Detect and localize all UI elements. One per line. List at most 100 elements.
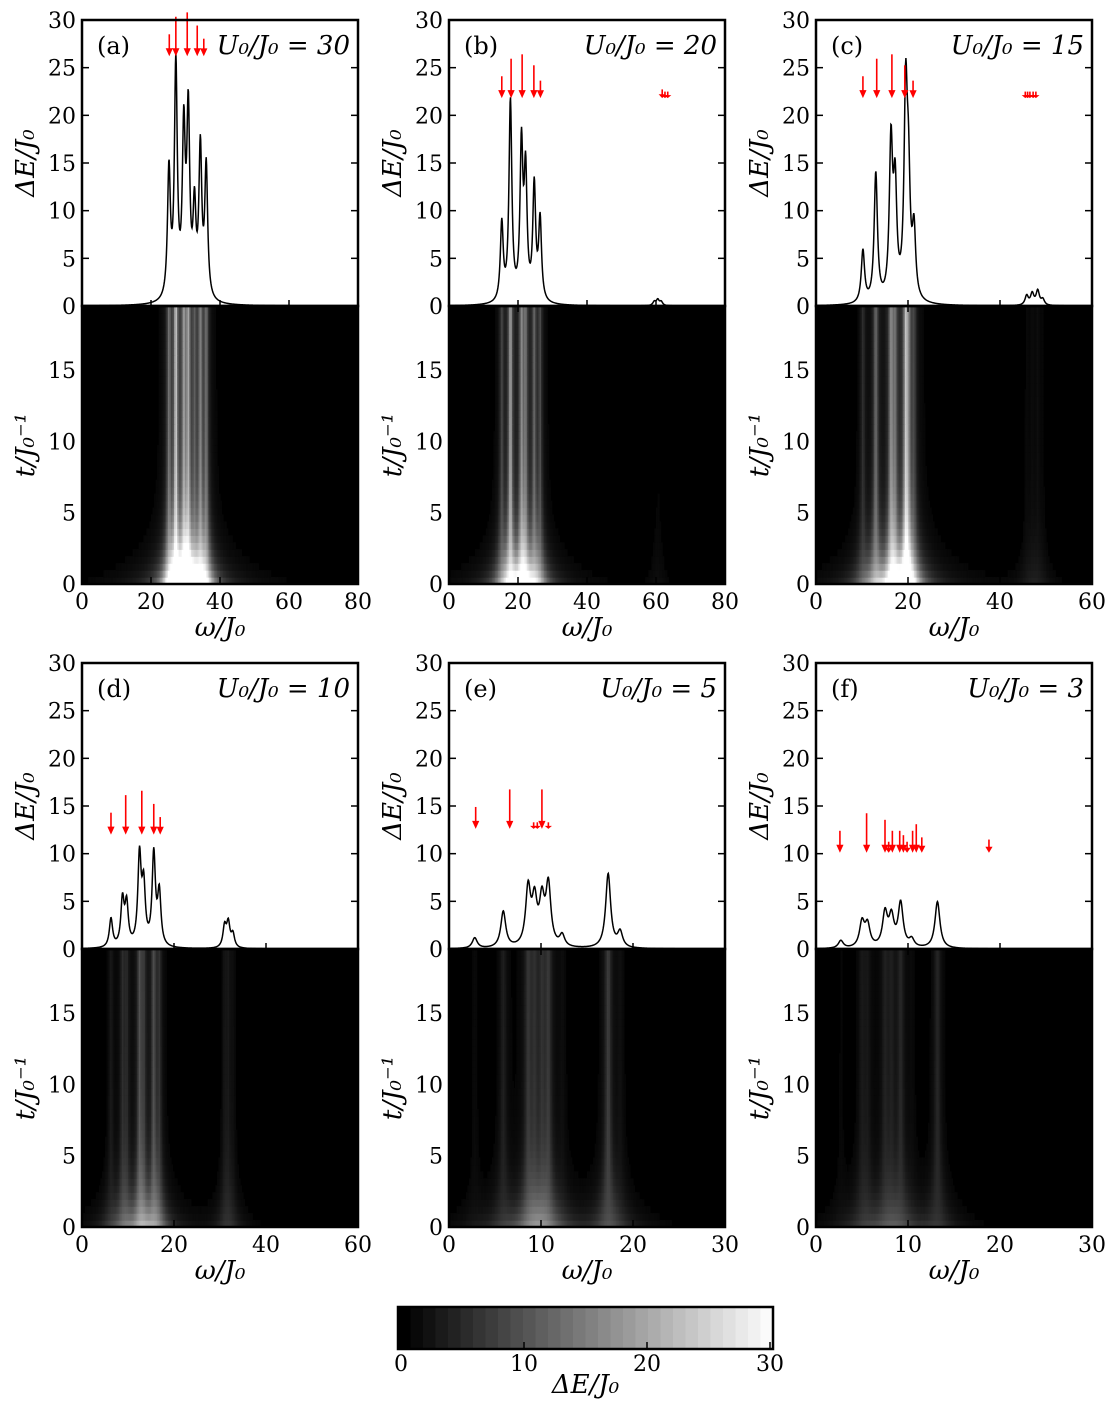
heatmap-cell — [662, 563, 665, 571]
heatmap-cell — [530, 389, 533, 397]
heatmap-cell — [126, 556, 129, 564]
heatmap-cell — [849, 549, 852, 557]
heatmap-cell — [212, 465, 215, 474]
heatmap-cell — [898, 556, 901, 564]
heatmap-cell — [178, 479, 181, 488]
heatmap-cell — [177, 417, 180, 425]
heatmap-cell — [123, 570, 126, 578]
heatmap-cell — [184, 417, 187, 425]
heatmap-cell — [553, 521, 556, 529]
heatmap-cell — [450, 570, 453, 578]
heatmap-cell — [157, 472, 160, 481]
heatmap-cell — [544, 486, 547, 495]
heatmap-cell — [891, 563, 894, 571]
heatmap-cell — [510, 549, 513, 557]
heatmap-cell — [252, 577, 255, 585]
heatmap-cell — [514, 368, 518, 377]
heatmap-cell — [557, 570, 560, 578]
heatmap-cell — [201, 340, 204, 349]
heatmap-cell — [904, 570, 908, 578]
heatmap-cell — [522, 445, 525, 453]
heatmap-cell — [854, 528, 857, 536]
heatmap-cell — [197, 570, 200, 578]
heatmap-cell — [556, 556, 559, 564]
heatmap-cell — [554, 563, 557, 571]
heatmap-cell — [947, 549, 950, 557]
heatmap-cell — [164, 479, 167, 488]
heatmap-cell — [187, 312, 190, 321]
heatmap-cell — [164, 396, 167, 404]
heatmap-cell — [525, 424, 528, 432]
heatmap-cell — [232, 556, 235, 564]
heatmap-cell — [574, 563, 577, 571]
heatmap-cell — [502, 549, 505, 557]
heatmap-cell — [880, 493, 883, 502]
heatmap-cell — [866, 535, 869, 543]
heatmap-cell — [161, 340, 164, 349]
heatmap-cell — [1039, 549, 1042, 557]
heatmap-cell — [203, 493, 206, 502]
heatmap-cell — [920, 521, 923, 529]
heatmap-cell — [496, 389, 499, 397]
heatmap-cell — [662, 577, 665, 585]
heatmap-cell — [545, 410, 548, 418]
heatmap-cell — [862, 521, 865, 529]
heatmap-cell — [178, 451, 181, 460]
heatmap-cell — [164, 472, 167, 481]
heatmap-cell — [226, 563, 229, 571]
heatmap-cell — [931, 542, 934, 550]
heatmap-cell — [203, 319, 206, 328]
heatmap-cell — [126, 563, 129, 571]
heatmap-cell — [888, 577, 891, 585]
heatmap-cell — [513, 577, 516, 585]
heatmap-cell — [518, 465, 521, 474]
heatmap-cell — [570, 577, 573, 585]
heatmap-cell — [155, 556, 158, 564]
heatmap-cell — [863, 570, 866, 578]
heatmap-cell — [521, 319, 524, 328]
heatmap-cell — [898, 570, 901, 578]
heatmap-cell — [888, 563, 891, 571]
heatmap-cell — [456, 577, 459, 585]
heatmap-cell — [224, 535, 227, 543]
heatmap-cell — [161, 500, 164, 509]
heatmap-cell — [522, 438, 525, 446]
heatmap-cell — [600, 577, 603, 585]
heatmap-cell — [527, 472, 530, 481]
heatmap-cell — [498, 368, 501, 377]
heatmap-cell — [174, 570, 177, 578]
heatmap-cell — [533, 340, 536, 349]
heatmap-cell — [201, 451, 204, 460]
heatmap-cell — [1029, 549, 1032, 557]
heatmap-cell — [519, 514, 522, 523]
heatmap-cell — [170, 556, 174, 564]
heatmap-cell — [542, 451, 545, 460]
heatmap-cell — [198, 507, 201, 516]
heatmap-cell — [524, 319, 527, 328]
heatmap-cell — [187, 445, 190, 453]
heatmap-cell — [1026, 570, 1029, 578]
heatmap-cell — [170, 535, 174, 543]
heatmap-cell — [215, 486, 218, 495]
heatmap-cell — [175, 486, 178, 495]
heatmap-cell — [516, 521, 519, 529]
heatmap-cell — [501, 493, 504, 502]
heatmap-cell — [140, 549, 143, 557]
heatmap-cell — [952, 563, 955, 571]
heatmap-cell — [177, 340, 180, 349]
heatmap-cell — [189, 479, 192, 488]
heatmap-cell — [531, 465, 534, 474]
heatmap-cell — [192, 333, 195, 342]
heatmap-cell — [467, 563, 470, 571]
heatmap-cell — [485, 556, 488, 564]
heatmap-cell — [502, 556, 505, 564]
heatmap-cell — [886, 549, 889, 557]
heatmap-cell — [941, 563, 944, 571]
heatmap-cell — [832, 563, 835, 571]
heatmap-cell — [961, 563, 964, 571]
heatmap-cell — [527, 445, 530, 453]
heatmap-cell — [189, 396, 192, 404]
heatmap-cell — [531, 438, 534, 446]
heatmap-cell — [530, 312, 533, 321]
heatmap-cell — [215, 542, 218, 550]
